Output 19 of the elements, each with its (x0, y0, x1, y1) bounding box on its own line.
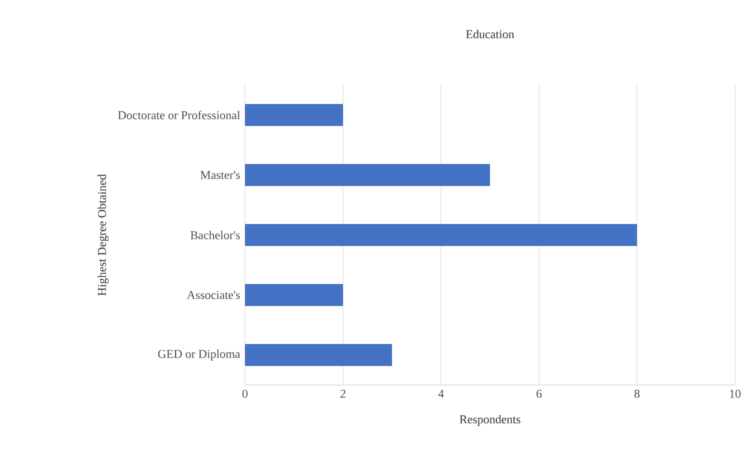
x-tick-label: 4 (438, 390, 444, 398)
x-tick-label: 0 (242, 390, 248, 398)
bar (245, 104, 344, 126)
y-tick-label: Associate's (186, 290, 240, 300)
y-axis-title: Highest Degree Obtained (98, 174, 109, 296)
y-tick-label: GED or Diploma (158, 350, 240, 360)
x-tick-label: 8 (634, 390, 640, 398)
bar (245, 224, 638, 246)
bar (245, 284, 344, 306)
x-tick-label: 2 (340, 390, 346, 398)
x-tick-label: 10 (730, 390, 741, 398)
bar (245, 164, 490, 186)
chart-title: Education (466, 30, 514, 38)
x-tick-label: 6 (536, 390, 542, 398)
y-tick-label: Master's (200, 171, 240, 179)
y-tick-label: Doctorate or Professional (118, 110, 240, 120)
bar (245, 344, 392, 366)
x-axis-title: Respondents (460, 414, 520, 426)
y-tick-label: Bachelor's (190, 230, 240, 240)
